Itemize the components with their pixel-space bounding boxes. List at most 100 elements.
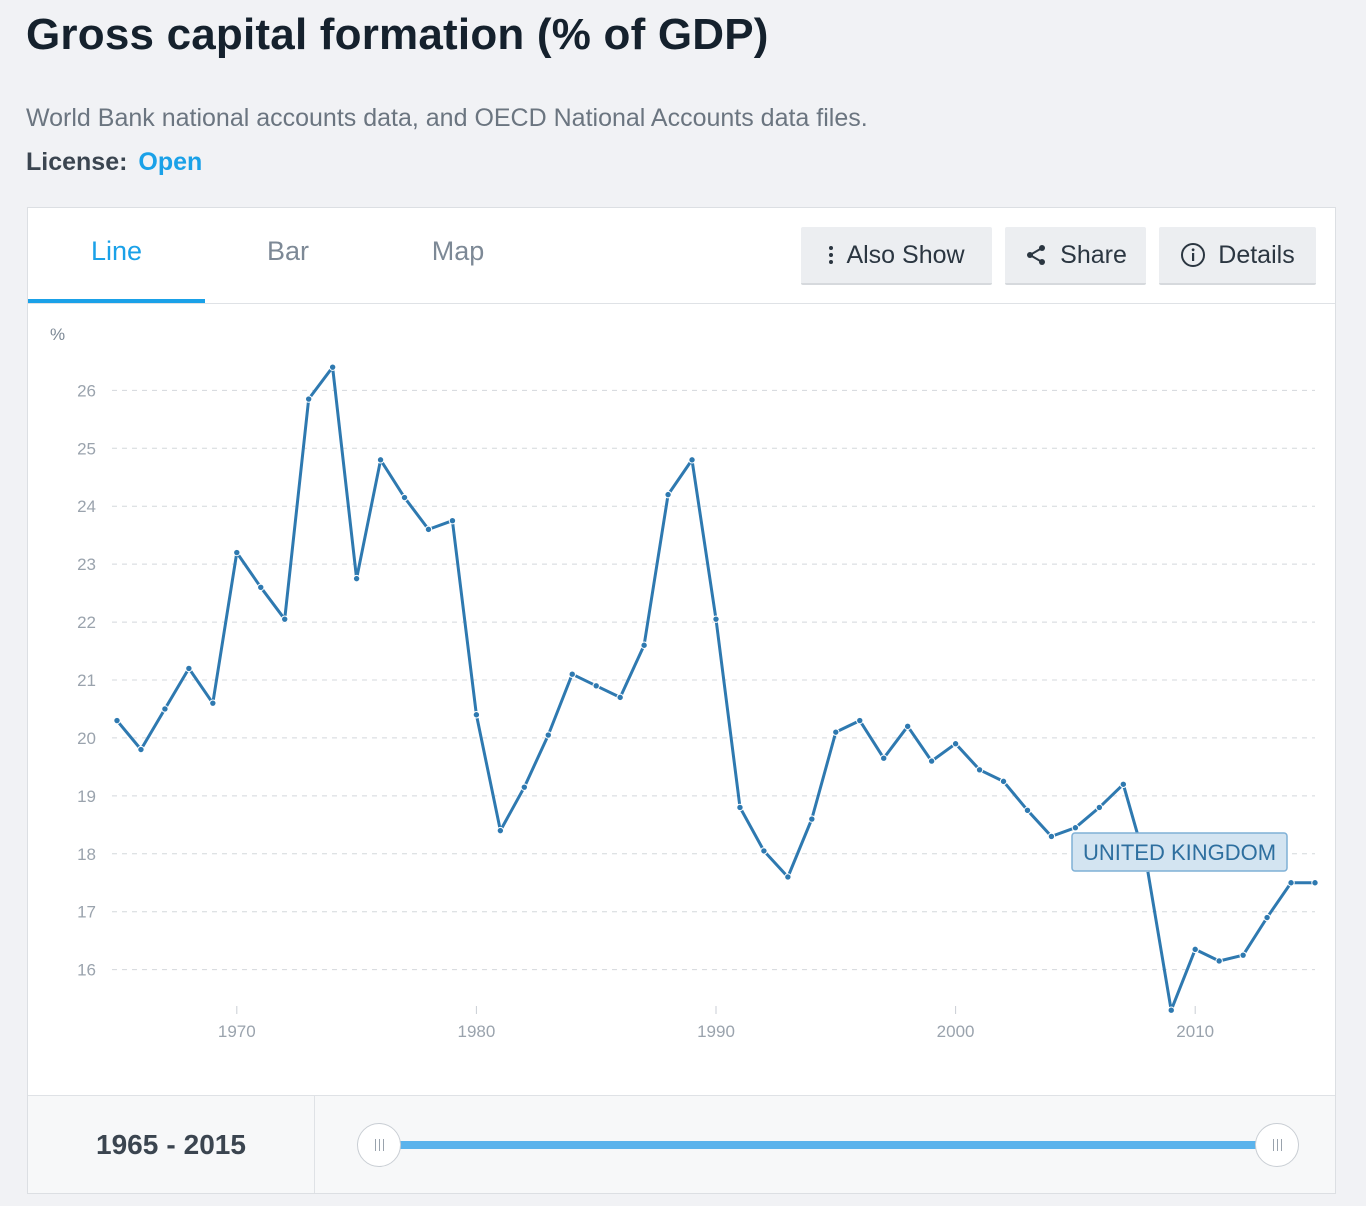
data-point [856, 716, 864, 725]
data-point [472, 711, 481, 719]
line-chart: % 16 17 18 19 20 21 22 23 24 25 26 1970 1980 1990 2000 2… [28, 304, 1335, 1096]
tab-bar-chart[interactable]: Bar [266, 236, 310, 266]
share-button[interactable]: Share [1005, 227, 1146, 285]
page-title: Gross capital formation (% of GDP) [26, 10, 769, 59]
share-label: Share [1060, 240, 1127, 269]
y-tick-label: 22 [77, 613, 96, 632]
tab-bar: Line Bar Map Also Show Share [28, 208, 1335, 304]
data-point [951, 740, 960, 748]
license-link[interactable]: Open [138, 148, 203, 176]
data-point [880, 754, 888, 762]
range-separator: - [166, 1128, 176, 1160]
tab-map[interactable]: Map [431, 236, 485, 266]
data-point [233, 548, 241, 557]
data-point [568, 670, 576, 678]
y-tick-label: 21 [77, 671, 96, 690]
data-point [903, 722, 912, 731]
y-tick-label: 26 [77, 381, 96, 400]
data-point [185, 664, 193, 673]
data-point [113, 716, 121, 725]
license-line: License: Open [26, 148, 202, 177]
more-vertical-icon [829, 246, 834, 264]
data-point [736, 803, 744, 812]
y-tick-label: 16 [77, 961, 96, 980]
tab-line[interactable]: Line [28, 208, 205, 303]
data-point [448, 516, 457, 525]
data-point [400, 493, 409, 502]
data-point [640, 641, 648, 649]
data-point [1191, 945, 1199, 954]
data-point [257, 583, 265, 592]
data-point [1287, 879, 1295, 887]
data-point [927, 757, 936, 765]
data-point [1239, 951, 1247, 959]
y-axis-unit-label: % [50, 325, 65, 344]
data-point [1119, 780, 1128, 788]
data-point [1023, 806, 1032, 815]
series-line-united-kingdom [115, 365, 1315, 1012]
data-point [616, 693, 624, 702]
data-point [832, 728, 840, 736]
data-point [376, 456, 385, 464]
y-tick-label: 25 [77, 439, 96, 458]
y-tick-label: 24 [77, 497, 96, 516]
range-bar: 1965 - 2015 [28, 1095, 1335, 1193]
data-point [161, 705, 169, 713]
details-button[interactable]: Details [1159, 227, 1316, 285]
grip-icon [374, 1139, 384, 1151]
range-slider-track[interactable] [380, 1141, 1280, 1149]
range-start: 1965 [96, 1128, 159, 1160]
data-point [544, 731, 552, 739]
data-point [1311, 879, 1319, 887]
data-point [1095, 803, 1104, 812]
data-point [352, 574, 361, 583]
range-end: 2015 [183, 1128, 246, 1160]
also-show-label: Also Show [846, 240, 965, 269]
info-icon [1181, 243, 1206, 267]
data-point [1215, 957, 1223, 965]
source-text: World Bank national accounts data, and O… [26, 104, 868, 132]
data-point [975, 766, 984, 774]
data-point [424, 525, 433, 534]
data-point [1167, 1006, 1175, 1014]
data-point [520, 783, 529, 791]
data-point [1071, 824, 1080, 832]
data-point [784, 873, 792, 881]
data-point [808, 815, 816, 823]
x-tick-label: 1970 [218, 1022, 256, 1041]
data-point [304, 395, 313, 403]
range-label: 1965 - 2015 [28, 1096, 315, 1193]
details-label: Details [1218, 240, 1295, 269]
data-point [328, 363, 337, 371]
data-point [1047, 832, 1056, 841]
x-tick-label: 2000 [937, 1022, 975, 1041]
x-tick-label: 1980 [457, 1022, 495, 1041]
y-tick-label: 17 [77, 903, 96, 922]
data-point [1263, 913, 1271, 922]
data-point [688, 456, 696, 464]
series-label-text: UNITED KINGDOM [1083, 840, 1276, 865]
y-tick-label: 18 [77, 845, 96, 864]
data-point [999, 777, 1008, 786]
data-point [592, 682, 600, 690]
data-point [760, 847, 768, 855]
range-slider-start-handle[interactable] [357, 1123, 401, 1167]
also-show-button[interactable]: Also Show [801, 227, 992, 285]
series-label-box [1071, 832, 1288, 872]
chart-panel: Line Bar Map Also Show Share [27, 207, 1336, 1194]
share-icon [1027, 245, 1046, 265]
y-tick-label: 23 [77, 555, 96, 574]
y-tick-label: 19 [77, 787, 96, 806]
data-point [712, 615, 720, 623]
data-point [137, 745, 145, 754]
data-point [664, 490, 672, 499]
data-point [209, 699, 217, 707]
grip-icon [1272, 1139, 1282, 1151]
range-slider-end-handle[interactable] [1255, 1123, 1299, 1167]
x-tick-label: 1990 [697, 1022, 735, 1041]
line-chart-svg: % 16 17 18 19 20 21 22 23 24 25 26 1970 1980 1990 2000 2… [50, 325, 1319, 1041]
y-tick-label: 20 [77, 729, 96, 748]
x-tick-label: 2010 [1176, 1022, 1214, 1041]
data-point [281, 615, 289, 623]
license-label: License: [26, 148, 128, 176]
